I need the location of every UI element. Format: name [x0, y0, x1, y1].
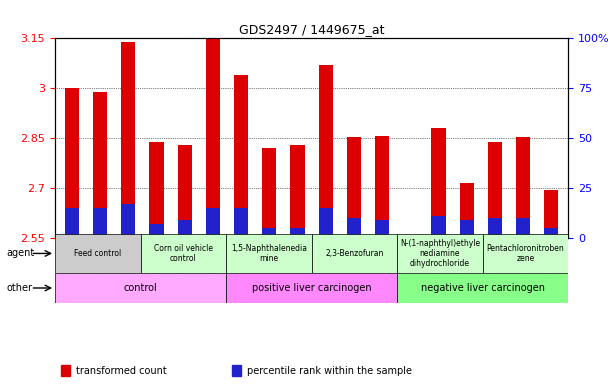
Title: GDS2497 / 1449675_at: GDS2497 / 1449675_at — [239, 23, 384, 36]
Bar — [93, 92, 107, 238]
Text: GSM115693: GSM115693 — [232, 242, 241, 297]
Text: GSM115695: GSM115695 — [288, 242, 298, 297]
Text: other: other — [6, 283, 32, 293]
Text: GSM115687: GSM115687 — [147, 242, 156, 297]
Bar — [516, 137, 530, 238]
Bar — [403, 236, 417, 238]
Bar — [121, 204, 136, 238]
Bar — [488, 142, 502, 238]
Text: GSM115697: GSM115697 — [373, 242, 382, 297]
Bar — [290, 145, 304, 238]
Text: GSM115694: GSM115694 — [260, 242, 269, 297]
Text: GSM115681: GSM115681 — [401, 242, 411, 297]
Bar — [65, 88, 79, 238]
Text: GSM115684: GSM115684 — [486, 242, 495, 297]
Bar — [319, 65, 333, 238]
Bar — [347, 137, 361, 238]
FancyBboxPatch shape — [226, 234, 312, 273]
Bar — [459, 220, 474, 238]
Text: GSM115688: GSM115688 — [176, 242, 185, 297]
Bar — [234, 75, 248, 238]
Bar — [319, 208, 333, 238]
Text: Pentachloronitroben
zene: Pentachloronitroben zene — [486, 244, 565, 263]
Text: Feed control: Feed control — [74, 249, 122, 258]
Text: GSM115683: GSM115683 — [458, 242, 467, 297]
Text: GSM115690: GSM115690 — [63, 242, 72, 297]
Bar — [488, 218, 502, 238]
Bar — [93, 208, 107, 238]
FancyBboxPatch shape — [397, 234, 483, 273]
Text: control: control — [123, 283, 158, 293]
Text: GSM115685: GSM115685 — [514, 242, 523, 297]
Text: 2,3-Benzofuran: 2,3-Benzofuran — [325, 249, 384, 258]
Bar — [516, 218, 530, 238]
Bar — [544, 228, 558, 238]
Text: GSM115692: GSM115692 — [119, 242, 128, 297]
Text: percentile rank within the sample: percentile rank within the sample — [247, 366, 412, 376]
Bar — [150, 224, 164, 238]
Bar — [544, 190, 558, 238]
Text: GSM115696: GSM115696 — [345, 242, 354, 297]
FancyBboxPatch shape — [483, 234, 568, 273]
Bar — [150, 142, 164, 238]
Bar — [375, 136, 389, 238]
Text: N-(1-naphthyl)ethyle
nediamine
dihydrochloride: N-(1-naphthyl)ethyle nediamine dihydroch… — [400, 238, 480, 268]
Text: GSM115680: GSM115680 — [316, 242, 326, 297]
Bar — [375, 220, 389, 238]
Bar — [431, 216, 445, 238]
Text: transformed count: transformed count — [76, 366, 167, 376]
Bar — [121, 42, 136, 238]
Bar — [178, 220, 192, 238]
Text: GSM115682: GSM115682 — [430, 242, 439, 297]
Bar — [65, 208, 79, 238]
Text: GSM115686: GSM115686 — [543, 242, 551, 297]
FancyBboxPatch shape — [226, 273, 397, 303]
Text: GSM115689: GSM115689 — [204, 242, 213, 297]
Bar — [459, 183, 474, 238]
FancyBboxPatch shape — [397, 273, 568, 303]
Bar — [403, 237, 417, 238]
Text: 1,5-Naphthalenedia
mine: 1,5-Naphthalenedia mine — [231, 244, 307, 263]
Bar — [290, 228, 304, 238]
Bar — [178, 145, 192, 238]
Bar — [206, 208, 220, 238]
Bar — [206, 38, 220, 238]
Text: agent: agent — [6, 248, 34, 258]
Text: negative liver carcinogen: negative liver carcinogen — [421, 283, 544, 293]
Bar — [262, 148, 276, 238]
FancyBboxPatch shape — [55, 273, 226, 303]
Bar — [234, 208, 248, 238]
Text: Corn oil vehicle
control: Corn oil vehicle control — [154, 244, 213, 263]
Bar — [347, 218, 361, 238]
Bar — [262, 228, 276, 238]
FancyBboxPatch shape — [55, 234, 141, 273]
FancyBboxPatch shape — [312, 234, 397, 273]
Bar — [431, 128, 445, 238]
Text: GSM115691: GSM115691 — [91, 242, 100, 297]
FancyBboxPatch shape — [141, 234, 226, 273]
Text: positive liver carcinogen: positive liver carcinogen — [252, 283, 371, 293]
